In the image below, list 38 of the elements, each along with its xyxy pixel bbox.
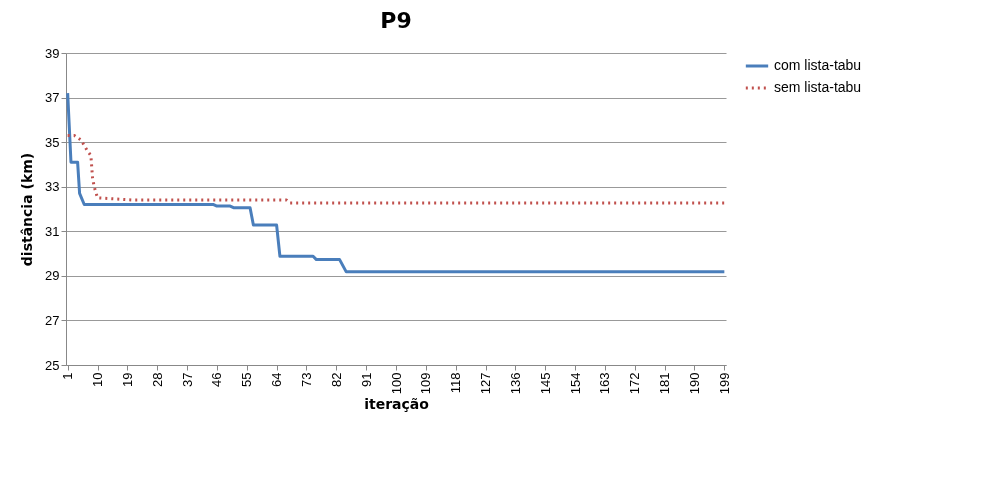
x-tick-label: 136 bbox=[507, 372, 523, 395]
x-tick-label: 127 bbox=[478, 372, 494, 395]
x-tick-label: 190 bbox=[686, 372, 702, 395]
legend-label: sem lista-tabu bbox=[774, 79, 862, 95]
x-tick-label: 10 bbox=[90, 372, 106, 387]
x-axis-title: iteração bbox=[364, 396, 430, 413]
x-tick-label: 181 bbox=[657, 372, 673, 395]
y-tick-label: 39 bbox=[45, 45, 60, 61]
legend-label: com lista-tabu bbox=[774, 57, 862, 73]
x-tick-label: 199 bbox=[716, 372, 732, 395]
y-tick-label: 37 bbox=[45, 90, 60, 106]
line-series bbox=[66, 133, 726, 205]
y-tick-label: 33 bbox=[45, 179, 60, 195]
x-tick-label: 145 bbox=[537, 372, 553, 395]
x-tick-label: 100 bbox=[388, 372, 404, 395]
chart-title: P9 bbox=[380, 8, 412, 33]
x-tick-label: 46 bbox=[209, 372, 225, 387]
x-tick-label: 64 bbox=[269, 372, 285, 387]
x-tick-label: 73 bbox=[298, 372, 314, 387]
y-tick-label: 25 bbox=[45, 357, 60, 373]
x-tick-label: 109 bbox=[418, 372, 434, 395]
x-tick-label: 28 bbox=[149, 372, 165, 387]
x-tick-label: 37 bbox=[179, 372, 195, 387]
x-tick-label: 172 bbox=[627, 372, 643, 395]
x-tick-label: 19 bbox=[119, 372, 135, 387]
y-tick-label: 27 bbox=[45, 312, 60, 328]
line-series bbox=[66, 91, 726, 274]
x-tick-label: 1 bbox=[60, 372, 76, 380]
x-tick-label: 118 bbox=[448, 372, 464, 394]
x-tick-label: 82 bbox=[328, 372, 344, 387]
y-tick-label: 35 bbox=[45, 134, 60, 150]
y-axis-title: distância (km) bbox=[19, 152, 36, 267]
y-tick-label: 31 bbox=[45, 223, 60, 239]
y-tick-label: 29 bbox=[45, 268, 60, 284]
x-tick-label: 163 bbox=[597, 372, 613, 395]
x-tick-label: 91 bbox=[358, 372, 374, 387]
x-tick-label: 55 bbox=[239, 372, 255, 387]
x-tick-label: 154 bbox=[567, 372, 583, 395]
